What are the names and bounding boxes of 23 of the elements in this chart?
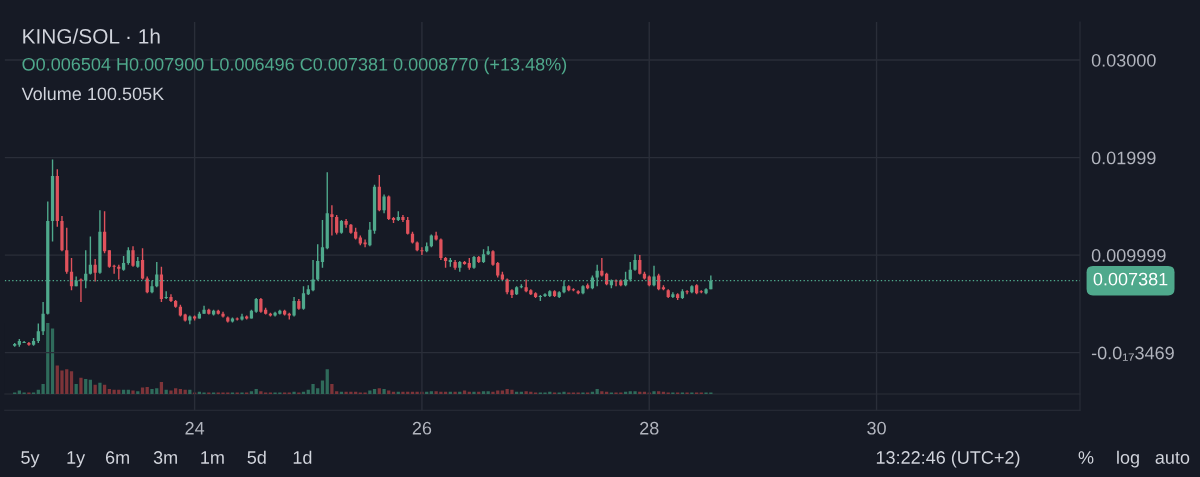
text: 1y — [67, 451, 86, 468]
text: 3m — [153, 451, 177, 464]
y-tick-label: -0.0₁₇3469 — [1091, 346, 1174, 361]
y-tick-label: 0.009999 — [1091, 249, 1166, 262]
text: 1m — [201, 451, 224, 464]
x-tick-label: 28 — [640, 421, 659, 435]
x-tick-label: 26 — [412, 421, 432, 435]
ref-line-label: 0.007381 — [1093, 272, 1168, 286]
text: 13:22:46 (UTC+2) — [876, 450, 1020, 468]
y-tick-label: 0.01999 — [1091, 151, 1156, 165]
chart-title: KING/SOL · 1h — [23, 28, 160, 44]
y-tick-label: 0.03000 — [1091, 53, 1156, 67]
text: 5d — [247, 450, 266, 464]
annotation: Volume 100.505K — [21, 86, 164, 101]
text: 5y — [21, 451, 40, 468]
x-tick-label: 24 — [185, 421, 205, 435]
text: auto — [1155, 452, 1190, 464]
annotation: O0.006504 H0.007900 L0.006496 C0.007381 0.0008770 (+13.48%) — [22, 57, 567, 75]
x-tick-label: 30 — [867, 421, 886, 435]
text: % — [1078, 451, 1094, 464]
text: 1d — [293, 450, 312, 464]
text: 6m — [105, 451, 129, 464]
text: log — [1117, 450, 1139, 468]
